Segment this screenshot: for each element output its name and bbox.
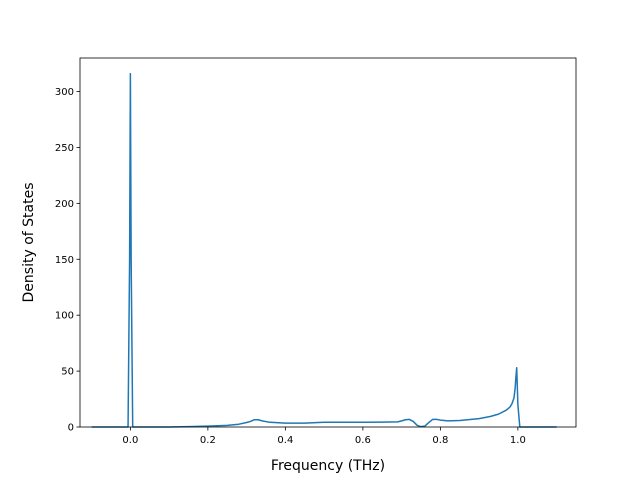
y-axis-label: Density of States xyxy=(21,183,37,303)
x-tick-label: 0.2 xyxy=(200,435,216,446)
x-tick-label: 0.6 xyxy=(355,435,371,446)
x-tick-label: 0.0 xyxy=(122,435,138,446)
y-axis-ticks: 0 50 100 150 200 250 300 xyxy=(55,87,80,434)
y-tick-label: 150 xyxy=(55,255,74,266)
x-tick-label: 0.4 xyxy=(277,435,293,446)
x-axis-label: Frequency (THz) xyxy=(271,458,385,474)
y-tick-label: 50 xyxy=(61,367,74,378)
y-tick-label: 0 xyxy=(68,423,74,434)
y-tick-label: 100 xyxy=(55,311,74,322)
y-tick-label: 200 xyxy=(55,199,74,210)
dos-series-line-0 xyxy=(91,72,557,428)
x-axis-ticks: 0.0 0.2 0.4 0.6 0.8 1.0 xyxy=(122,427,526,446)
series-layer xyxy=(91,72,557,428)
plot-frame xyxy=(79,57,577,428)
x-tick-label: 0.8 xyxy=(432,435,448,446)
y-tick-label: 250 xyxy=(55,143,74,154)
x-tick-label: 1.0 xyxy=(510,435,526,446)
y-tick-label: 300 xyxy=(55,87,74,98)
